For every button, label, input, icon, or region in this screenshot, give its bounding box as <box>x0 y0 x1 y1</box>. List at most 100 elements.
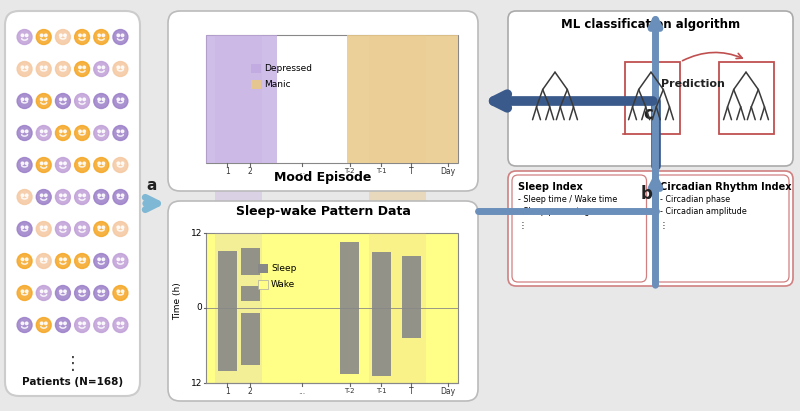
Circle shape <box>98 98 101 101</box>
Circle shape <box>36 94 51 109</box>
Text: Time (h): Time (h) <box>174 282 182 320</box>
Circle shape <box>78 66 82 69</box>
Circle shape <box>78 226 82 229</box>
Circle shape <box>55 94 70 109</box>
Circle shape <box>40 322 43 325</box>
Circle shape <box>40 34 43 37</box>
Circle shape <box>26 322 28 325</box>
Circle shape <box>122 226 124 229</box>
Bar <box>719 62 774 134</box>
Circle shape <box>22 34 24 37</box>
Circle shape <box>22 290 24 293</box>
Circle shape <box>55 254 70 268</box>
Text: Depressed: Depressed <box>264 64 312 73</box>
Circle shape <box>55 318 70 332</box>
Circle shape <box>78 322 82 325</box>
Circle shape <box>94 157 109 173</box>
Circle shape <box>102 34 105 37</box>
Circle shape <box>36 125 51 141</box>
Text: ⋮: ⋮ <box>518 220 526 229</box>
Circle shape <box>113 254 128 268</box>
Circle shape <box>83 130 86 133</box>
Text: 0: 0 <box>196 303 202 312</box>
Circle shape <box>64 130 66 133</box>
Text: Mood Episode: Mood Episode <box>274 171 372 185</box>
Circle shape <box>64 194 66 196</box>
FancyBboxPatch shape <box>5 11 140 396</box>
Circle shape <box>74 94 90 109</box>
Text: Patients (N=168): Patients (N=168) <box>22 377 123 387</box>
Text: Sleep: Sleep <box>271 264 296 273</box>
Circle shape <box>45 290 47 293</box>
Circle shape <box>113 94 128 109</box>
Circle shape <box>17 286 32 300</box>
Circle shape <box>64 258 66 261</box>
Circle shape <box>74 286 90 300</box>
Text: ML classification algorithm: ML classification algorithm <box>561 18 740 32</box>
Circle shape <box>74 222 90 236</box>
Circle shape <box>94 318 109 332</box>
Circle shape <box>117 66 119 69</box>
Circle shape <box>122 258 124 261</box>
Circle shape <box>22 194 24 196</box>
Circle shape <box>102 66 105 69</box>
Circle shape <box>113 157 128 173</box>
Bar <box>369 233 426 383</box>
Text: T-2: T-2 <box>344 388 355 394</box>
Circle shape <box>83 66 86 69</box>
Circle shape <box>83 226 86 229</box>
Circle shape <box>83 98 86 101</box>
Circle shape <box>26 162 28 165</box>
Circle shape <box>117 290 119 293</box>
Circle shape <box>64 66 66 69</box>
Bar <box>215 233 262 383</box>
Circle shape <box>64 34 66 37</box>
Circle shape <box>98 34 101 37</box>
Text: - Circadian amplitude: - Circadian amplitude <box>659 208 746 217</box>
Circle shape <box>55 286 70 300</box>
Circle shape <box>64 290 66 293</box>
Circle shape <box>78 162 82 165</box>
Text: 12: 12 <box>190 379 202 388</box>
Circle shape <box>55 189 70 205</box>
Text: ...: ... <box>298 386 306 395</box>
Bar <box>369 11 426 401</box>
Circle shape <box>36 254 51 268</box>
Circle shape <box>78 98 82 101</box>
Circle shape <box>113 189 128 205</box>
Bar <box>206 233 458 383</box>
Text: - Circadian phase: - Circadian phase <box>659 194 730 203</box>
Circle shape <box>36 157 51 173</box>
Text: Circadian Rhythm Index: Circadian Rhythm Index <box>659 182 791 192</box>
Text: Day: Day <box>440 166 455 175</box>
Circle shape <box>98 290 101 293</box>
Bar <box>241 312 259 365</box>
FancyBboxPatch shape <box>168 11 478 191</box>
Circle shape <box>113 30 128 44</box>
Circle shape <box>22 258 24 261</box>
Circle shape <box>78 130 82 133</box>
Text: 2: 2 <box>248 166 253 175</box>
Circle shape <box>117 226 119 229</box>
Bar <box>206 35 277 163</box>
Circle shape <box>45 194 47 196</box>
Circle shape <box>17 254 32 268</box>
Circle shape <box>59 130 62 133</box>
Circle shape <box>122 162 124 165</box>
Circle shape <box>40 162 43 165</box>
Circle shape <box>78 258 82 261</box>
Bar <box>369 35 426 163</box>
Circle shape <box>22 130 24 133</box>
Circle shape <box>113 222 128 236</box>
Text: ...: ... <box>298 166 306 175</box>
Circle shape <box>45 258 47 261</box>
Circle shape <box>22 226 24 229</box>
Circle shape <box>117 162 119 165</box>
Bar <box>218 251 237 371</box>
Circle shape <box>17 157 32 173</box>
Text: T: T <box>409 166 414 175</box>
Circle shape <box>59 322 62 325</box>
Circle shape <box>26 98 28 101</box>
Circle shape <box>74 62 90 76</box>
Circle shape <box>45 66 47 69</box>
